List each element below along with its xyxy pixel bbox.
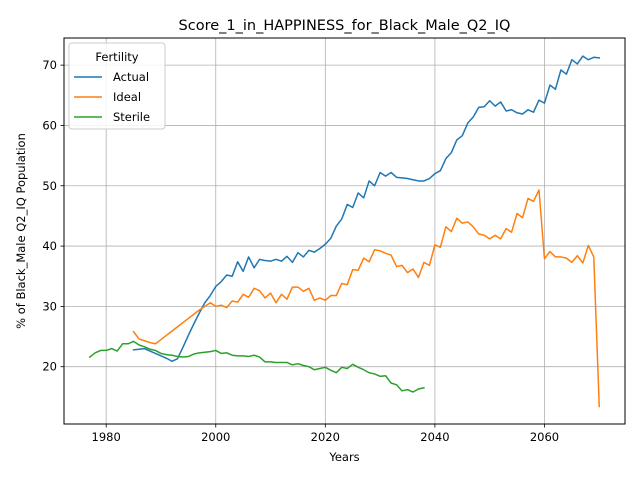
y-tick-label: 60 — [42, 118, 57, 132]
x-axis-label: Years — [328, 450, 359, 464]
x-tick-label: 2040 — [420, 430, 449, 444]
legend-items: Actual Ideal Sterile — [74, 70, 150, 124]
legend-label-sterile: Sterile — [113, 110, 150, 124]
series-line-sterile — [88, 340, 425, 393]
series-lines — [88, 55, 601, 408]
series-line-ideal — [132, 189, 601, 408]
x-tick-label: 1980 — [92, 430, 121, 444]
legend-frame — [68, 42, 166, 130]
axes-frame — [63, 37, 626, 425]
y-tick-label: 40 — [42, 239, 57, 253]
legend-label-actual: Actual — [113, 70, 149, 84]
series-line-actual — [132, 55, 601, 363]
axis-ticks: 1980 2000 2020 2040 2060 20 30 40 50 60 70 — [42, 58, 559, 444]
x-tick-label: 2000 — [201, 430, 230, 444]
y-axis-label: % of Black_Male Q2_IQ Population — [14, 133, 28, 329]
y-tick-label: 50 — [42, 179, 57, 193]
y-tick-label: 30 — [42, 299, 57, 313]
legend: Fertility Actual Ideal Sterile — [68, 42, 166, 130]
y-tick-label: 70 — [42, 58, 57, 72]
legend-title: Fertility — [95, 50, 138, 64]
x-tick-label: 2020 — [311, 430, 340, 444]
y-tick-label: 20 — [42, 360, 57, 374]
chart-title: Score_1_in_HAPPINESS_for_Black_Male_Q2_I… — [179, 18, 511, 34]
x-tick-label: 2060 — [530, 430, 559, 444]
legend-label-ideal: Ideal — [113, 90, 141, 104]
